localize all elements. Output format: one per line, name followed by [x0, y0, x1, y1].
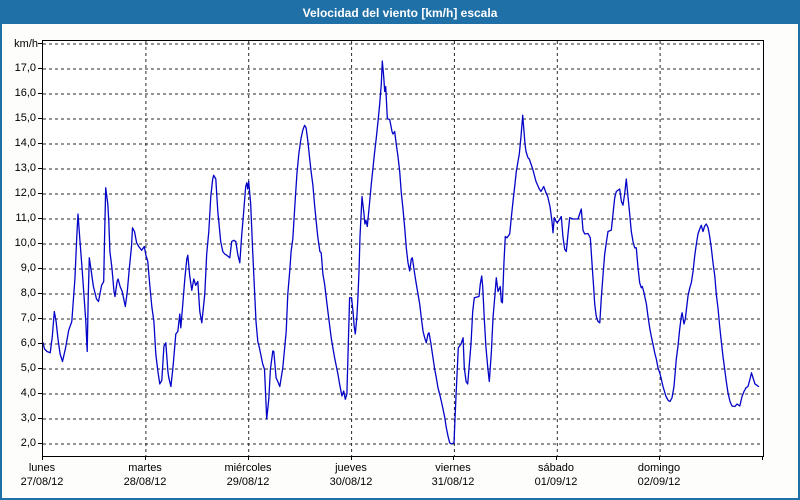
y-axis-tick — [38, 43, 42, 44]
y-axis-tick — [38, 218, 42, 219]
y-tick-label: 6,0 — [20, 337, 36, 349]
y-axis-tick — [38, 168, 42, 169]
y-axis-tick — [38, 368, 42, 369]
x-day-date-label: 31/08/12 — [431, 476, 475, 488]
y-axis-tick — [38, 443, 42, 444]
plot-area — [42, 40, 764, 457]
y-axis-tick — [38, 243, 42, 244]
y-tick-label: 12,0 — [14, 187, 36, 199]
x-day-name-label: lunes — [28, 462, 56, 474]
chart-title-bar: Velocidad del viento [km/h] escala — [2, 2, 798, 24]
x-day-name-label: miércoles — [224, 462, 272, 474]
y-axis-tick — [38, 318, 42, 319]
y-tick-label: 2,0 — [20, 437, 36, 449]
wind-speed-line-chart — [43, 41, 763, 456]
x-day-date-label: 29/08/12 — [226, 476, 270, 488]
x-day-date-label: 01/09/12 — [534, 476, 578, 488]
x-day-date-label: 28/08/12 — [123, 476, 167, 488]
y-tick-label: 16,0 — [14, 87, 36, 99]
y-tick-label: 4,0 — [20, 387, 36, 399]
x-day-date-label: 02/09/12 — [637, 476, 681, 488]
x-axis-tick — [145, 456, 146, 460]
x-day-name-label: domingo — [637, 462, 681, 474]
y-tick-label: 3,0 — [20, 412, 36, 424]
x-axis-tick — [351, 456, 352, 460]
wind-speed-series — [43, 60, 760, 445]
y-axis-tick — [38, 68, 42, 69]
x-axis-tick — [659, 456, 660, 460]
x-day-name-label: martes — [128, 462, 162, 474]
y-axis-tick — [38, 118, 42, 119]
x-axis-tick — [248, 456, 249, 460]
x-day-name-label: sábado — [537, 462, 575, 474]
y-axis-tick — [38, 393, 42, 394]
y-axis-tick — [38, 93, 42, 94]
x-axis-tick — [42, 456, 43, 460]
x-day-date-label: 30/08/12 — [329, 476, 373, 488]
y-axis-tick — [38, 193, 42, 194]
x-axis-tick — [556, 456, 557, 460]
y-tick-label: 5,0 — [20, 362, 36, 374]
x-axis-tick — [453, 456, 454, 460]
y-axis-tick — [38, 143, 42, 144]
y-axis-tick — [38, 293, 42, 294]
y-axis-tick — [38, 268, 42, 269]
x-day-name-label: jueves — [335, 462, 367, 474]
y-tick-label: 13,0 — [14, 162, 36, 174]
y-tick-label: 7,0 — [20, 312, 36, 324]
y-axis-tick — [38, 418, 42, 419]
y-tick-label: 11,0 — [15, 212, 36, 224]
y-axis-tick — [38, 343, 42, 344]
y-tick-label: 17,0 — [14, 62, 36, 74]
y-axis-unit-label: km/h — [14, 38, 38, 50]
y-tick-label: 10,0 — [14, 237, 36, 249]
y-tick-label: 15,0 — [14, 112, 36, 124]
x-day-date-label: 27/08/12 — [20, 476, 64, 488]
y-tick-label: 8,0 — [20, 287, 36, 299]
x-axis-tick — [762, 456, 763, 460]
y-tick-label: 9,0 — [20, 262, 36, 274]
y-tick-label: 14,0 — [14, 137, 36, 149]
x-day-name-label: viernes — [435, 462, 471, 474]
